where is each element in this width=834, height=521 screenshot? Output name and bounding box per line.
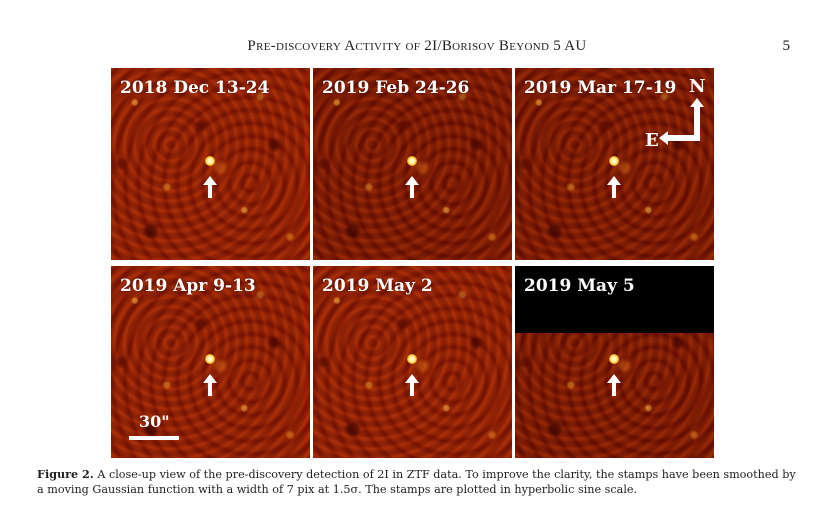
stamp-date-label: 2019 Apr 9-13 bbox=[120, 276, 256, 296]
stamp-date-label: 2019 Feb 24-26 bbox=[322, 78, 470, 98]
compass-arrows-icon bbox=[659, 98, 704, 145]
arrow-up-icon bbox=[203, 374, 217, 396]
compass-east-label: E bbox=[645, 130, 659, 151]
stamp-date-label: 2019 Mar 17-19 bbox=[524, 78, 677, 98]
scale-bar-label: 30" bbox=[139, 412, 170, 431]
scale-bar: 30" bbox=[129, 412, 183, 446]
comet-source bbox=[407, 354, 417, 364]
compass-rose: N E bbox=[645, 76, 711, 156]
comet-source bbox=[205, 156, 215, 166]
stamp-date-label: 2018 Dec 13-24 bbox=[120, 78, 270, 98]
stamp-panel: 2018 Dec 13-24 bbox=[111, 68, 310, 260]
stamp-date-label: 2019 May 5 bbox=[524, 276, 635, 296]
comet-source bbox=[609, 156, 619, 166]
stamp-panel: 2019 Apr 9-13 30" bbox=[111, 266, 310, 458]
arrow-up-icon bbox=[405, 176, 419, 198]
arrow-up-icon bbox=[405, 374, 419, 396]
running-head: Pre-discovery Activity of 2I/Borisov Bey… bbox=[247, 38, 587, 54]
comet-source bbox=[205, 354, 215, 364]
stamp-panel: 2019 May 2 bbox=[313, 266, 512, 458]
caption-text: A close-up view of the pre-discovery det… bbox=[37, 468, 796, 496]
comet-source bbox=[407, 156, 417, 166]
masked-region bbox=[515, 266, 714, 333]
comet-source bbox=[609, 354, 619, 364]
figure-stamp-grid: 2018 Dec 13-24 2019 Feb 24-26 2019 Mar 1… bbox=[111, 68, 714, 458]
stamp-date-label: 2019 May 2 bbox=[322, 276, 433, 296]
caption-label: Figure 2. bbox=[37, 467, 94, 481]
arrow-up-icon bbox=[203, 176, 217, 198]
arrow-up-icon bbox=[607, 374, 621, 396]
stamp-panel: 2019 Feb 24-26 bbox=[313, 68, 512, 260]
stamp-panel: 2019 May 5 bbox=[515, 266, 714, 458]
figure-caption: Figure 2. A close-up view of the pre-dis… bbox=[37, 467, 797, 497]
compass-north-label: N bbox=[689, 76, 706, 97]
scale-bar-line bbox=[129, 436, 179, 440]
stamp-panel: 2019 Mar 17-19 N E bbox=[515, 68, 714, 260]
page-number: 5 bbox=[782, 38, 791, 54]
arrow-up-icon bbox=[607, 176, 621, 198]
